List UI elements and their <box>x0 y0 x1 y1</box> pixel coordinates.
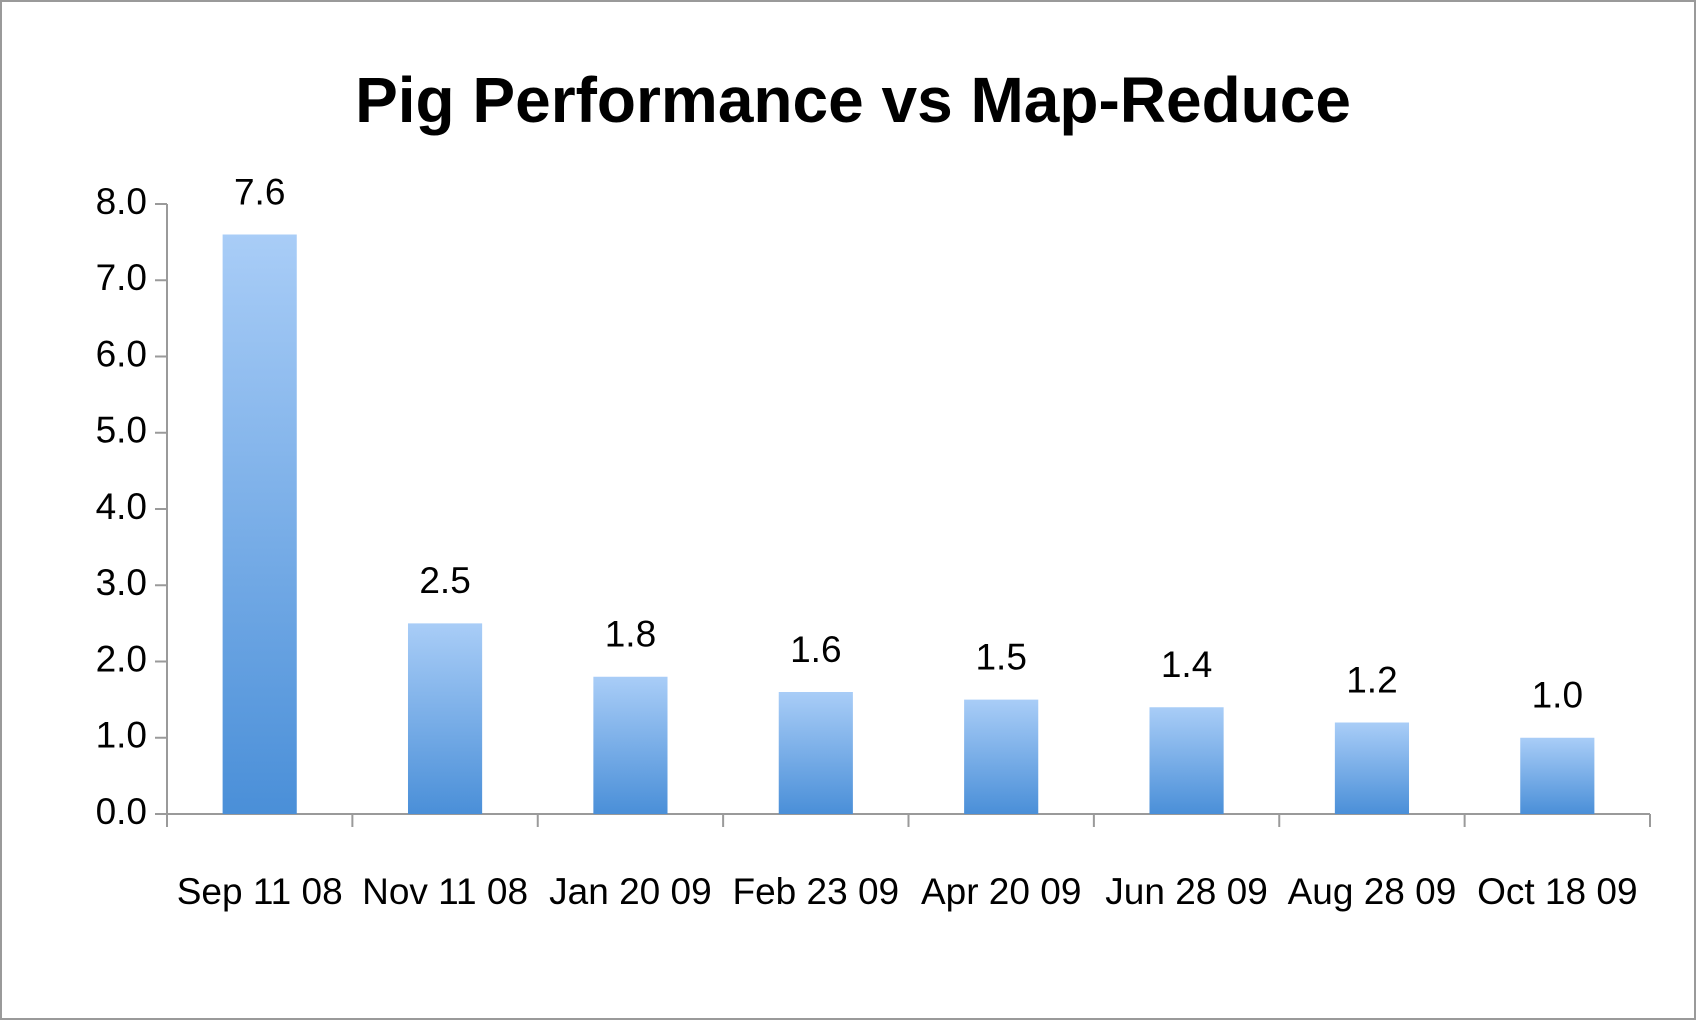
bar <box>1149 707 1224 814</box>
chart-title: Pig Performance vs Map-Reduce <box>355 64 1351 136</box>
x-tick-label: Aug 28 09 <box>1288 871 1457 912</box>
x-tick-label: Jun 28 09 <box>1105 871 1268 912</box>
y-tick-label: 5.0 <box>96 410 147 451</box>
bar <box>1334 722 1410 814</box>
y-tick-label: 0.0 <box>96 791 147 832</box>
y-tick-label: 3.0 <box>96 562 147 603</box>
data-label: 1.6 <box>790 629 841 670</box>
x-tick-label: Oct 18 09 <box>1477 871 1637 912</box>
x-tick-label: Feb 23 09 <box>732 871 899 912</box>
y-tick-label: 7.0 <box>96 257 147 298</box>
data-label: 2.5 <box>419 560 470 601</box>
data-label: 1.5 <box>975 636 1026 677</box>
y-tick-label: 6.0 <box>96 333 147 374</box>
y-tick-label: 2.0 <box>96 638 147 679</box>
data-label: 1.8 <box>605 614 656 655</box>
x-tick-label: Sep 11 08 <box>177 871 343 912</box>
x-tick-label: Nov 11 08 <box>362 871 528 912</box>
bar <box>222 234 297 814</box>
bar <box>964 699 1039 814</box>
bar <box>407 623 483 814</box>
data-label: 1.2 <box>1346 659 1397 700</box>
data-label: 7.6 <box>234 171 285 212</box>
y-tick-label: 4.0 <box>96 486 147 527</box>
x-tick-label: Jan 20 09 <box>549 871 712 912</box>
bar <box>778 692 853 814</box>
x-tick-label: Apr 20 09 <box>921 871 1081 912</box>
data-label: 1.0 <box>1532 675 1583 716</box>
bar <box>593 676 668 814</box>
data-label: 1.4 <box>1161 644 1212 685</box>
bar <box>1520 737 1595 814</box>
y-tick-label: 8.0 <box>96 181 147 222</box>
y-tick-label: 1.0 <box>96 715 147 756</box>
